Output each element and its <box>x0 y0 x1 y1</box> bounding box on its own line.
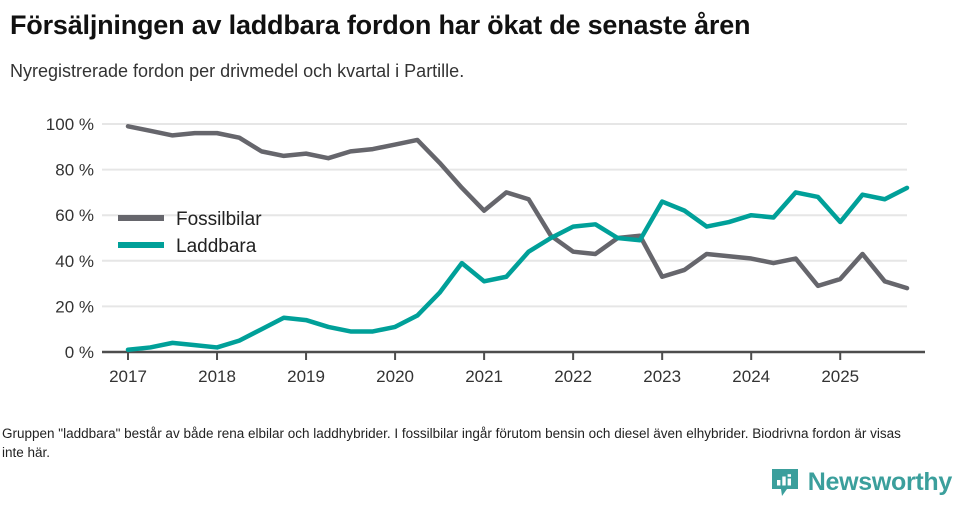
y-axis-tick-label: 80 % <box>55 161 94 180</box>
y-axis-tick-label: 40 % <box>55 252 94 271</box>
x-axis-tick-label: 2025 <box>821 367 859 386</box>
x-axis-tick-label: 2023 <box>643 367 681 386</box>
y-axis-tick-label: 100 % <box>46 115 94 134</box>
x-axis-tick-label: 2018 <box>198 367 236 386</box>
chart-footnote: Gruppen "laddbara" består av både rena e… <box>2 426 901 460</box>
newsworthy-bar-chart-bubble-icon <box>771 469 798 496</box>
x-axis-tick-label: 2022 <box>554 367 592 386</box>
y-axis-tick-label: 60 % <box>55 206 94 225</box>
page-subtitle: Nyregistrerade fordon per drivmedel och … <box>10 61 465 81</box>
line-chart: 0 % 20 % 40 % 60 % 80 % 100 % 2017 2018 2019 2020… <box>0 105 960 405</box>
newsworthy-wordmark: Newsworthy <box>807 468 953 496</box>
x-axis-tick-label: 2020 <box>376 367 414 386</box>
x-axis-tick-label: 2024 <box>732 367 770 386</box>
legend-label: Fossilbilar <box>176 209 262 230</box>
series-line <box>125 124 910 291</box>
chart-canvas: 0 % 20 % 40 % 60 % 80 % 100 % 2017 2018 2019 2020… <box>46 115 925 386</box>
x-axis-tick-label: 2021 <box>465 367 503 386</box>
legend-label: Laddbara <box>176 236 257 257</box>
x-axis-tick-label: 2017 <box>109 367 147 386</box>
x-axis-tick-label: 2019 <box>287 367 325 386</box>
y-axis-tick-label: 0 % <box>65 343 94 362</box>
series-line <box>125 185 910 352</box>
page-title: Försäljningen av laddbara fordon har öka… <box>10 10 751 40</box>
newsworthy-logo[interactable]: Newsworthy <box>770 467 952 497</box>
y-axis-tick-label: 20 % <box>55 297 94 316</box>
